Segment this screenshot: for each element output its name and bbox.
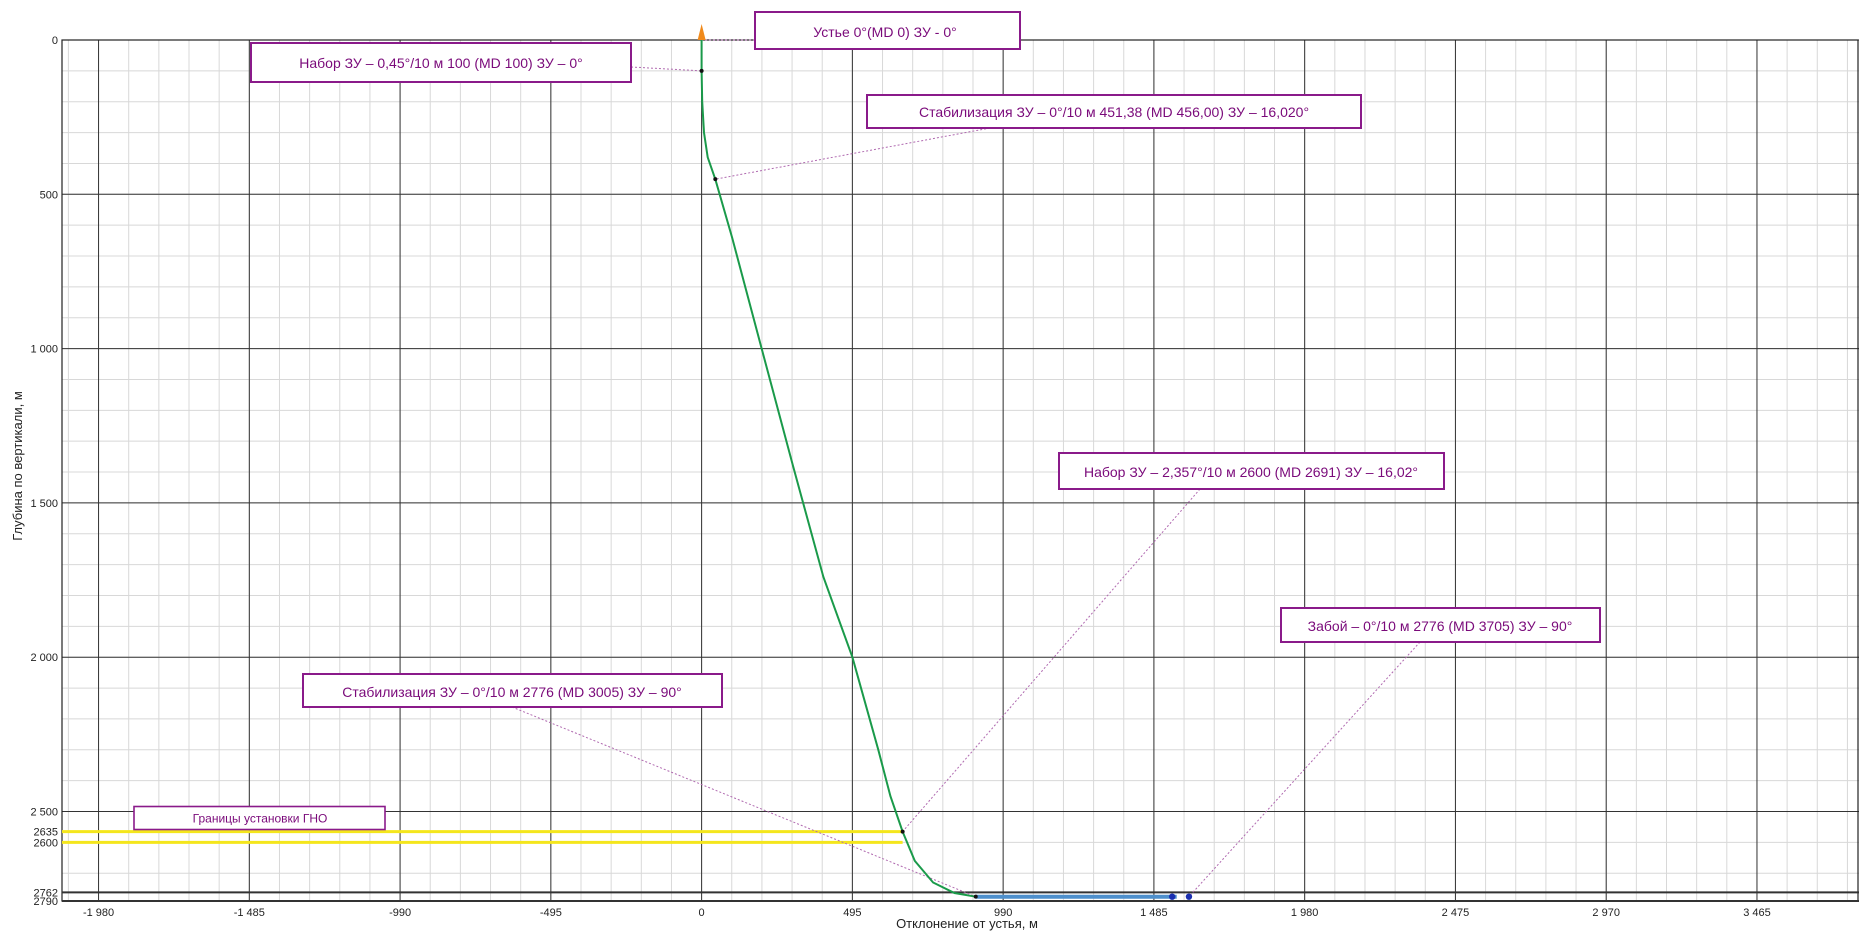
trajectory-series bbox=[700, 40, 1177, 899]
trajectory-point bbox=[699, 68, 704, 73]
x-axis-title: Отклонение от устья, м bbox=[896, 916, 1038, 931]
y-tick-label: 2762 bbox=[34, 887, 58, 899]
x-tick-label: 1 485 bbox=[1140, 907, 1168, 919]
y-tick-label: 2 000 bbox=[30, 652, 58, 664]
x-tick-label: 0 bbox=[699, 907, 705, 919]
annotation-leader-stab2 bbox=[511, 706, 976, 898]
trajectory-point bbox=[1185, 893, 1193, 900]
boundary-lines: Границы установки ГНО bbox=[62, 805, 1859, 902]
gno-label-text: Границы установки ГНО bbox=[193, 812, 328, 826]
plot-frame bbox=[61, 39, 1859, 902]
y-axis-title: Глубина по вертикали, м bbox=[10, 391, 25, 541]
annotation-text-zaboy: Забой – 0°/10 м 2776 (MD 3705) ЗУ – 90° bbox=[1308, 618, 1573, 634]
x-tick-label: -1 980 bbox=[83, 907, 114, 919]
trajectory-point bbox=[1168, 893, 1176, 900]
trajectory-point bbox=[973, 894, 978, 899]
annotation-box-nabor1 bbox=[250, 42, 632, 83]
trajectory-points bbox=[697, 24, 1193, 900]
annotation-box-stab2 bbox=[302, 673, 723, 708]
trajectory-point bbox=[900, 829, 905, 834]
y-tick-label: 500 bbox=[40, 189, 58, 201]
y-tick-label: 1 500 bbox=[30, 498, 58, 510]
y-tick-label: 2 500 bbox=[30, 807, 58, 819]
trajectory-line bbox=[700, 40, 976, 898]
annotation-box-nabor2 bbox=[1058, 452, 1445, 490]
annotation-text-stab2: Стабилизация ЗУ – 0°/10 м 2776 (MD 3005)… bbox=[342, 684, 682, 700]
trajectory-point bbox=[713, 177, 718, 182]
axis-ticks: -1 980 -1 485 -990 -495 0 495 990 1 485 1 980 2 4… bbox=[30, 35, 1770, 919]
y-tick-label: 2635 bbox=[34, 827, 58, 839]
x-tick-label: 495 bbox=[843, 907, 861, 919]
annotation-text-nabor2: Набор ЗУ – 2,357°/10 м 2600 (MD 2691) ЗУ… bbox=[1084, 464, 1418, 480]
annotation-text-stab1: Стабилизация ЗУ – 0°/10 м 451,38 (MD 456… bbox=[919, 104, 1309, 120]
y-tick-label: 1 000 bbox=[30, 344, 58, 356]
annotation-leaders bbox=[511, 39, 1421, 898]
annotation-leader-zaboy bbox=[1188, 641, 1421, 898]
annotation-box-ustye bbox=[754, 11, 1021, 50]
y-tick-label: 2600 bbox=[34, 837, 58, 849]
annotation-box-zaboy bbox=[1280, 607, 1601, 643]
annotation-text-nabor1: Набор ЗУ – 0,45°/10 м 100 (MD 100) ЗУ – … bbox=[299, 55, 582, 71]
x-tick-label: 1 980 bbox=[1291, 907, 1319, 919]
x-tick-label: 2 970 bbox=[1592, 907, 1620, 919]
x-tick-label: -1 485 bbox=[234, 907, 265, 919]
y-tick-label: 2790 bbox=[34, 896, 58, 908]
x-tick-label: -990 bbox=[389, 907, 411, 919]
annotation-leader-stab1 bbox=[715, 127, 991, 180]
gno-label-box bbox=[133, 805, 386, 831]
annotation-text-ustye: Устье 0°(MD 0) ЗУ - 0° bbox=[813, 24, 956, 40]
major-grid bbox=[61, 39, 1859, 902]
y-tick-label: 0 bbox=[52, 35, 58, 47]
annotations: Устье 0°(MD 0) ЗУ - 0° Набор ЗУ – 0,45°/1… bbox=[250, 11, 1601, 708]
wellhead-marker bbox=[697, 24, 706, 40]
x-tick-label: -495 bbox=[540, 907, 562, 919]
minor-grid bbox=[62, 39, 1859, 901]
x-tick-label: 3 465 bbox=[1743, 907, 1771, 919]
x-tick-label: 990 bbox=[994, 907, 1012, 919]
x-tick-label: 2 475 bbox=[1442, 907, 1470, 919]
annotation-box-stab1 bbox=[866, 94, 1362, 129]
